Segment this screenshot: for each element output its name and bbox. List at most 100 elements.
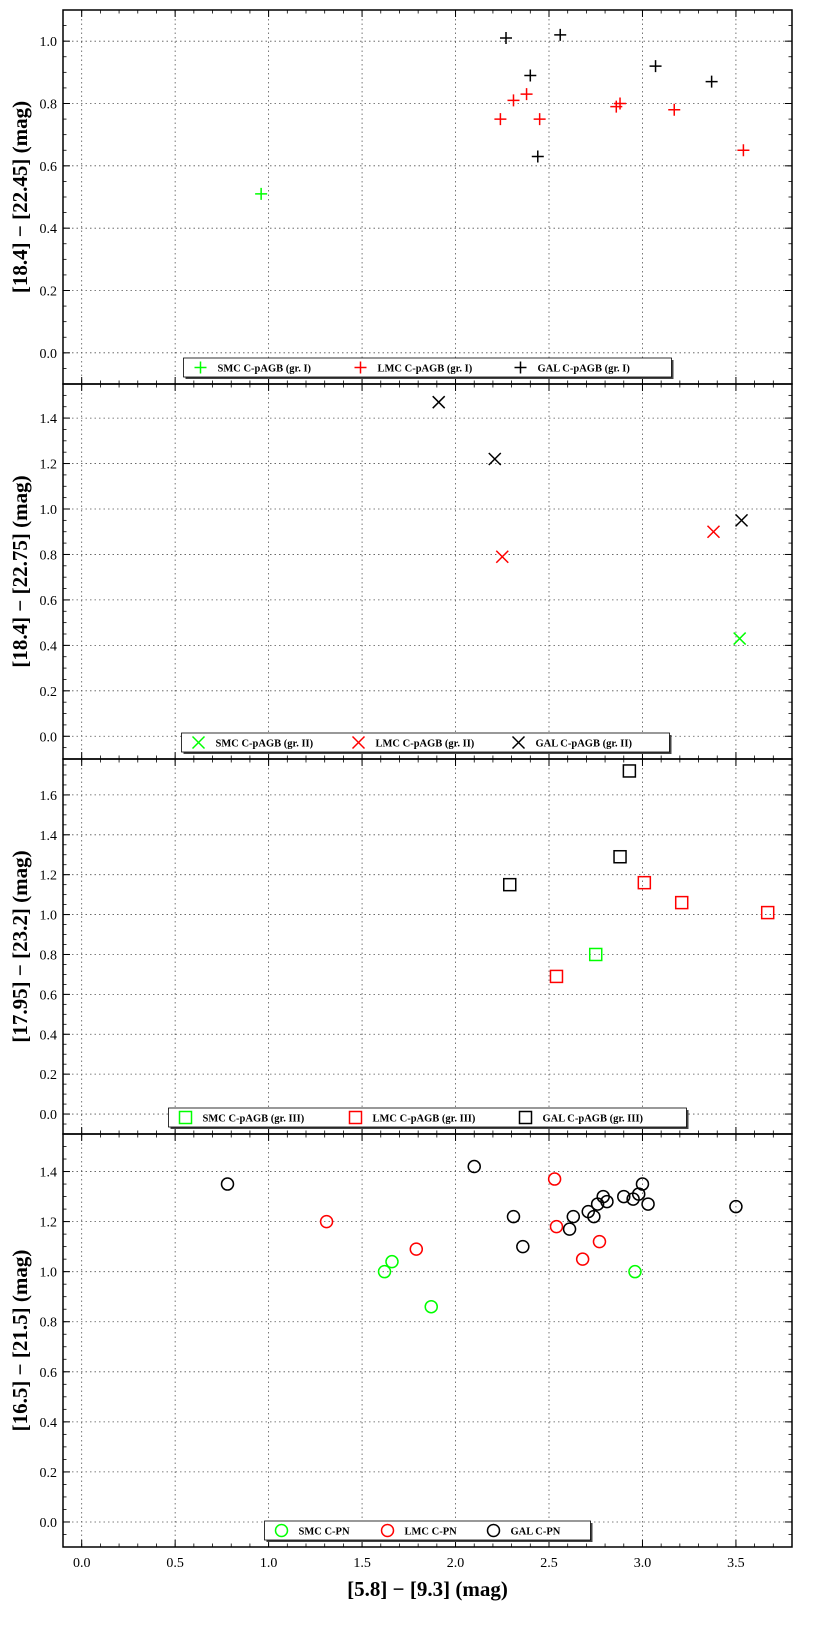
legend-label: LMC C-pAGB (gr. I) [378, 364, 473, 375]
grid [63, 1134, 792, 1547]
data-point [641, 1197, 655, 1211]
series-GAL C-pAGB (gr. II) [432, 395, 749, 527]
series-SMC C-pAGB (gr. III) [588, 947, 603, 962]
y-tick-label: 0.0 [40, 1516, 58, 1531]
series-LMC C-pAGB (gr. I) [494, 88, 750, 157]
legend-label: GAL C-pAGB (gr. I) [538, 364, 631, 375]
series-LMC C-pAGB (gr. II) [495, 525, 721, 564]
data-point [706, 525, 721, 539]
legend-label: SMC C-pAGB (gr. II) [216, 739, 314, 750]
panel-4: 0.0 0.2 0.4 0.6 0.8 1.0 1.2 1.4 [16.5] − [21.5] … [8, 1133, 793, 1548]
panel-1: 0.0 0.2 0.4 0.6 0.8 1.0 [18.4] − [22.45] (mag)… [8, 9, 793, 385]
y-tick-label: 1.2 [40, 458, 58, 473]
ticks [62, 9, 793, 385]
y-tick-label: 1.6 [40, 789, 58, 804]
x-tick-label: 0.5 [166, 1556, 184, 1571]
y-tick-label: 1.2 [40, 869, 58, 884]
y-tick-label: 0.8 [40, 948, 58, 963]
data-point [520, 88, 533, 101]
data-point [424, 1299, 438, 1314]
data-point [674, 895, 689, 910]
legend-marker [518, 1110, 533, 1125]
data-point [760, 905, 775, 920]
legend-label: LMC C-pAGB (gr. III) [373, 1114, 476, 1125]
legend-label: SMC C-pAGB (gr. III) [203, 1114, 305, 1125]
y-tick-label: 0.6 [40, 160, 58, 175]
y-tick-label: 0.0 [40, 730, 58, 745]
x-axis: 0.0 0.5 1.0 1.5 2.0 2.5 3.0 3.5 [5.8] − [9.3] (m… [73, 1556, 745, 1601]
legend-box [264, 1520, 591, 1541]
panel-frame [62, 1133, 793, 1548]
data-point [637, 875, 652, 890]
y-tick-label: 0.2 [40, 685, 58, 700]
x-tick-label: 1.5 [353, 1556, 371, 1571]
data-point [516, 1239, 530, 1254]
x-tick-label: 0.0 [73, 1556, 91, 1571]
data-point [319, 1214, 334, 1229]
grid [63, 10, 792, 384]
y-tick-label: 1.0 [40, 35, 58, 50]
data-point [547, 1172, 562, 1186]
data-point [668, 103, 681, 116]
data-point [622, 764, 637, 778]
legend-marker [348, 1110, 363, 1125]
legend-label: GAL C-PN [511, 1527, 561, 1538]
legend-box [181, 732, 670, 753]
legend: SMC C-pAGB (gr. I) LMC C-pAGB (gr. I) GAL … [183, 357, 674, 379]
data-point [617, 1189, 631, 1204]
data-point [533, 113, 546, 126]
y-tick-label: 1.0 [40, 1266, 58, 1281]
data-point [377, 1264, 392, 1279]
y-tick-label: 0.2 [40, 1068, 58, 1083]
y-tick-label: 1.4 [40, 1166, 58, 1181]
series-GAL C-pAGB (gr. I) [500, 28, 718, 163]
data-point [733, 632, 747, 646]
data-point [592, 1234, 607, 1249]
y-tick-label: 0.6 [40, 594, 58, 609]
y-tick-label: 1.0 [40, 909, 58, 924]
x-tick-label: 2.0 [447, 1556, 465, 1571]
data-point [562, 1222, 577, 1236]
legend-label: GAL C-pAGB (gr. II) [536, 739, 633, 750]
series-SMC C-pAGB (gr. II) [733, 632, 747, 646]
legend: SMC C-pAGB (gr. II) LMC C-pAGB (gr. II) GA… [181, 732, 672, 754]
data-point [495, 550, 509, 564]
legend-label: SMC C-pAGB (gr. I) [218, 364, 312, 375]
legend-marker [380, 1523, 395, 1538]
legend-box [183, 357, 672, 378]
y-tick-label: 0.8 [40, 548, 58, 563]
data-point [649, 60, 662, 73]
data-point [635, 1177, 650, 1191]
y-tick-label: 0.4 [40, 222, 58, 237]
data-point [549, 969, 564, 984]
legend: SMC C-PN LMC C-PN GAL C-PN [264, 1520, 593, 1542]
series-LMC C-pAGB (gr. III) [549, 875, 775, 984]
y-tick-label: 0.0 [40, 347, 58, 362]
legend-marker [486, 1523, 501, 1538]
data-point [500, 32, 513, 45]
x-tick-label: 1.0 [260, 1556, 278, 1571]
data-point [575, 1252, 590, 1266]
data-point [494, 113, 507, 126]
series-GAL C-PN [220, 1159, 743, 1254]
y-tick-label: 0.8 [40, 1316, 58, 1331]
y-tick-label: 1.4 [40, 829, 58, 844]
y-tick-label: 1.2 [40, 1216, 58, 1231]
series-GAL C-pAGB (gr. III) [502, 764, 637, 892]
legend-marker [514, 361, 527, 374]
legend-marker [511, 735, 526, 750]
legend-box [168, 1107, 687, 1128]
panels-layer: 0.0 0.2 0.4 0.6 0.8 1.0 [18.4] − [22.45] (mag)… [8, 9, 793, 1548]
legend-label: SMC C-PN [299, 1527, 350, 1538]
x-tick-label: 2.5 [540, 1556, 558, 1571]
legend-marker [351, 735, 366, 750]
grid [63, 759, 792, 1134]
data-point [220, 1177, 235, 1191]
grid [63, 384, 792, 759]
panel-2: 0.0 0.2 0.4 0.6 0.8 1.0 1.2 1.4 [18.4] − [22.75]… [8, 383, 793, 760]
data-point [255, 187, 268, 200]
y-tick-label: 0.4 [40, 1028, 58, 1043]
legend-marker [354, 361, 367, 374]
legend: SMC C-pAGB (gr. III) LMC C-pAGB (gr. III)… [168, 1107, 689, 1129]
